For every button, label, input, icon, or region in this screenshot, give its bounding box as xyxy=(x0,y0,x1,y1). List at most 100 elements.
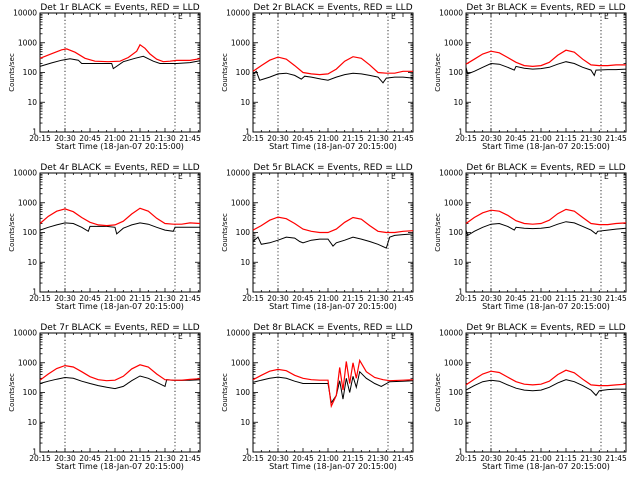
lld-series-line xyxy=(252,56,413,76)
x-tick-label: 20:45 xyxy=(292,294,314,303)
lld-series-line xyxy=(39,43,201,63)
y-axis-label: Counts/sec xyxy=(8,53,16,92)
x-axis-label: Start Time (18-Jan-07 20:15:00) xyxy=(269,302,397,311)
corner-label: E xyxy=(178,172,183,181)
y-axis-label: Counts/sec xyxy=(221,213,229,252)
y-tick-label: 100 xyxy=(23,68,38,77)
y-tick-label: 10 xyxy=(453,98,463,107)
y-tick-label: 100 xyxy=(23,388,38,397)
x-tick-label: 20:45 xyxy=(79,134,101,143)
lld-series-line xyxy=(252,358,414,409)
x-tick-label: 21:30 xyxy=(154,134,176,143)
x-tick-label: 21:15 xyxy=(555,294,577,303)
x-axis-label: Start Time (18-Jan-07 20:15:00) xyxy=(482,302,610,311)
plot-frame xyxy=(465,172,627,293)
x-tick-label: 21:15 xyxy=(129,294,151,303)
x-tick-label: 20:45 xyxy=(79,294,101,303)
x-tick-label: 20:15 xyxy=(455,294,477,303)
x-tick-label: 21:15 xyxy=(342,294,364,303)
x-axis-label: Start Time (18-Jan-07 20:15:00) xyxy=(269,142,397,151)
chart-title: Det 1r BLACK = Events, RED = LLD xyxy=(40,3,199,13)
y-axis-label: Counts/sec xyxy=(8,373,16,412)
chart-title: Det 7r BLACK = Events, RED = LLD xyxy=(40,323,199,333)
y-tick-label: 10000 xyxy=(13,329,37,338)
x-tick-label: 20:30 xyxy=(480,134,502,143)
y-tick-label: 10000 xyxy=(226,329,250,338)
x-axis-label: Start Time (18-Jan-07 20:15:00) xyxy=(56,462,184,471)
y-tick-label: 1000 xyxy=(444,358,463,367)
x-tick-label: 21:45 xyxy=(605,294,627,303)
corner-label: E xyxy=(178,12,183,21)
x-tick-label: 20:15 xyxy=(242,134,264,143)
y-tick-label: 1000 xyxy=(231,198,250,207)
lld-series-line xyxy=(252,216,414,234)
x-tick-label: 21:00 xyxy=(104,454,126,463)
x-axis-label: Start Time (18-Jan-07 20:15:00) xyxy=(269,462,397,471)
y-axis-label: Counts/sec xyxy=(221,53,229,92)
x-axis-label: Start Time (18-Jan-07 20:15:00) xyxy=(56,142,184,151)
corner-label: E xyxy=(391,172,396,181)
chart-title: Det 3r BLACK = Events, RED = LLD xyxy=(466,3,625,13)
x-tick-label: 20:15 xyxy=(29,294,51,303)
y-tick-label: 100 xyxy=(23,228,38,237)
x-tick-label: 21:30 xyxy=(367,294,389,303)
y-tick-label: 10000 xyxy=(13,169,37,178)
y-axis-label: Counts/sec xyxy=(221,373,229,412)
x-tick-label: 21:00 xyxy=(530,454,552,463)
chart-title: Det 4r BLACK = Events, RED = LLD xyxy=(40,163,199,173)
x-tick-label: 20:30 xyxy=(54,454,76,463)
x-tick-label: 21:45 xyxy=(179,294,201,303)
y-tick-label: 10 xyxy=(453,258,463,267)
x-tick-label: 20:15 xyxy=(29,134,51,143)
plot-frame xyxy=(39,332,201,453)
x-tick-label: 21:45 xyxy=(605,134,627,143)
x-axis-label: Start Time (18-Jan-07 20:15:00) xyxy=(482,142,610,151)
y-tick-label: 10 xyxy=(27,258,37,267)
x-tick-label: 21:00 xyxy=(104,134,126,143)
events-series-line xyxy=(39,55,201,70)
x-tick-label: 20:30 xyxy=(54,294,76,303)
x-tick-label: 21:15 xyxy=(129,134,151,143)
lld-series-line xyxy=(465,208,627,226)
y-tick-label: 10000 xyxy=(439,169,463,178)
plot-frame xyxy=(252,12,414,133)
x-tick-label: 21:30 xyxy=(154,454,176,463)
events-series-line xyxy=(252,70,414,84)
y-tick-label: 1 xyxy=(32,288,37,297)
y-axis-label: Counts/sec xyxy=(434,53,442,92)
x-tick-label: 21:30 xyxy=(580,134,602,143)
x-tick-label: 21:45 xyxy=(179,134,201,143)
corner-label: E xyxy=(391,12,396,21)
plot-frame xyxy=(465,12,627,133)
y-tick-label: 10 xyxy=(240,98,250,107)
y-tick-label: 100 xyxy=(449,388,464,397)
events-series-line xyxy=(252,233,414,249)
y-tick-label: 1000 xyxy=(231,38,250,47)
corner-label: E xyxy=(178,332,183,341)
events-series-line xyxy=(252,370,414,405)
y-tick-label: 1 xyxy=(458,288,463,297)
x-tick-label: 21:30 xyxy=(580,294,602,303)
x-tick-label: 20:15 xyxy=(242,294,264,303)
lld-series-line xyxy=(39,207,201,227)
plot-frame xyxy=(39,172,201,293)
x-tick-label: 21:15 xyxy=(342,454,364,463)
x-tick-label: 20:45 xyxy=(79,454,101,463)
x-tick-label: 20:45 xyxy=(505,454,527,463)
x-tick-label: 20:15 xyxy=(455,134,477,143)
y-tick-label: 100 xyxy=(236,228,251,237)
y-tick-label: 1 xyxy=(458,128,463,137)
x-tick-label: 21:45 xyxy=(605,454,627,463)
y-tick-label: 1 xyxy=(245,288,250,297)
y-tick-label: 1 xyxy=(32,448,37,457)
x-tick-label: 21:00 xyxy=(317,294,339,303)
x-tick-label: 21:00 xyxy=(104,294,126,303)
